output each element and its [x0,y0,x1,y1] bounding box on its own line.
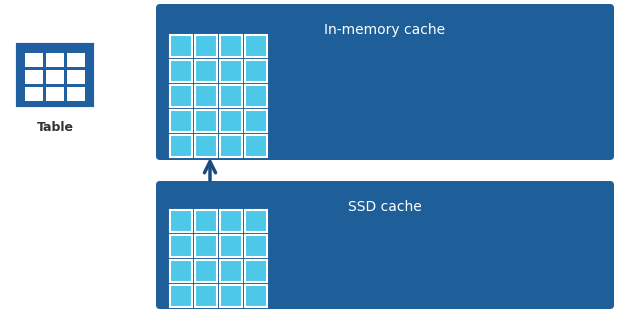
Bar [170,135,192,157]
Bar [67,70,85,84]
Bar [67,53,85,67]
Bar [245,260,267,282]
Bar [170,35,192,57]
Bar [195,235,217,257]
Bar [46,87,64,101]
Bar [195,35,217,57]
Bar [245,135,267,157]
Bar [245,235,267,257]
Bar [245,85,267,107]
Bar [245,60,267,82]
Bar [220,260,242,282]
Bar [220,235,242,257]
Bar [220,85,242,107]
Text: SSD cache: SSD cache [348,200,422,214]
Text: In-memory cache: In-memory cache [324,23,446,37]
Bar [170,260,192,282]
Bar [195,135,217,157]
Bar [195,85,217,107]
Bar [195,285,217,307]
Bar [25,87,43,101]
Bar [67,87,85,101]
FancyBboxPatch shape [156,4,614,160]
Bar [195,260,217,282]
Bar [170,85,192,107]
Bar [220,35,242,57]
FancyBboxPatch shape [18,45,92,105]
Text: Table: Table [36,121,74,134]
Bar [245,285,267,307]
Bar [170,210,192,232]
Bar [195,110,217,132]
Bar [195,60,217,82]
Bar [46,70,64,84]
FancyBboxPatch shape [156,181,614,309]
Bar [245,35,267,57]
Bar [245,110,267,132]
Bar [25,53,43,67]
Bar [170,235,192,257]
Bar [170,110,192,132]
Bar [195,210,217,232]
Bar [220,285,242,307]
Bar [245,210,267,232]
Bar [220,60,242,82]
Bar [220,210,242,232]
Bar [170,285,192,307]
Bar [25,70,43,84]
Bar [170,60,192,82]
Bar [220,110,242,132]
Bar [220,135,242,157]
Bar [46,53,64,67]
